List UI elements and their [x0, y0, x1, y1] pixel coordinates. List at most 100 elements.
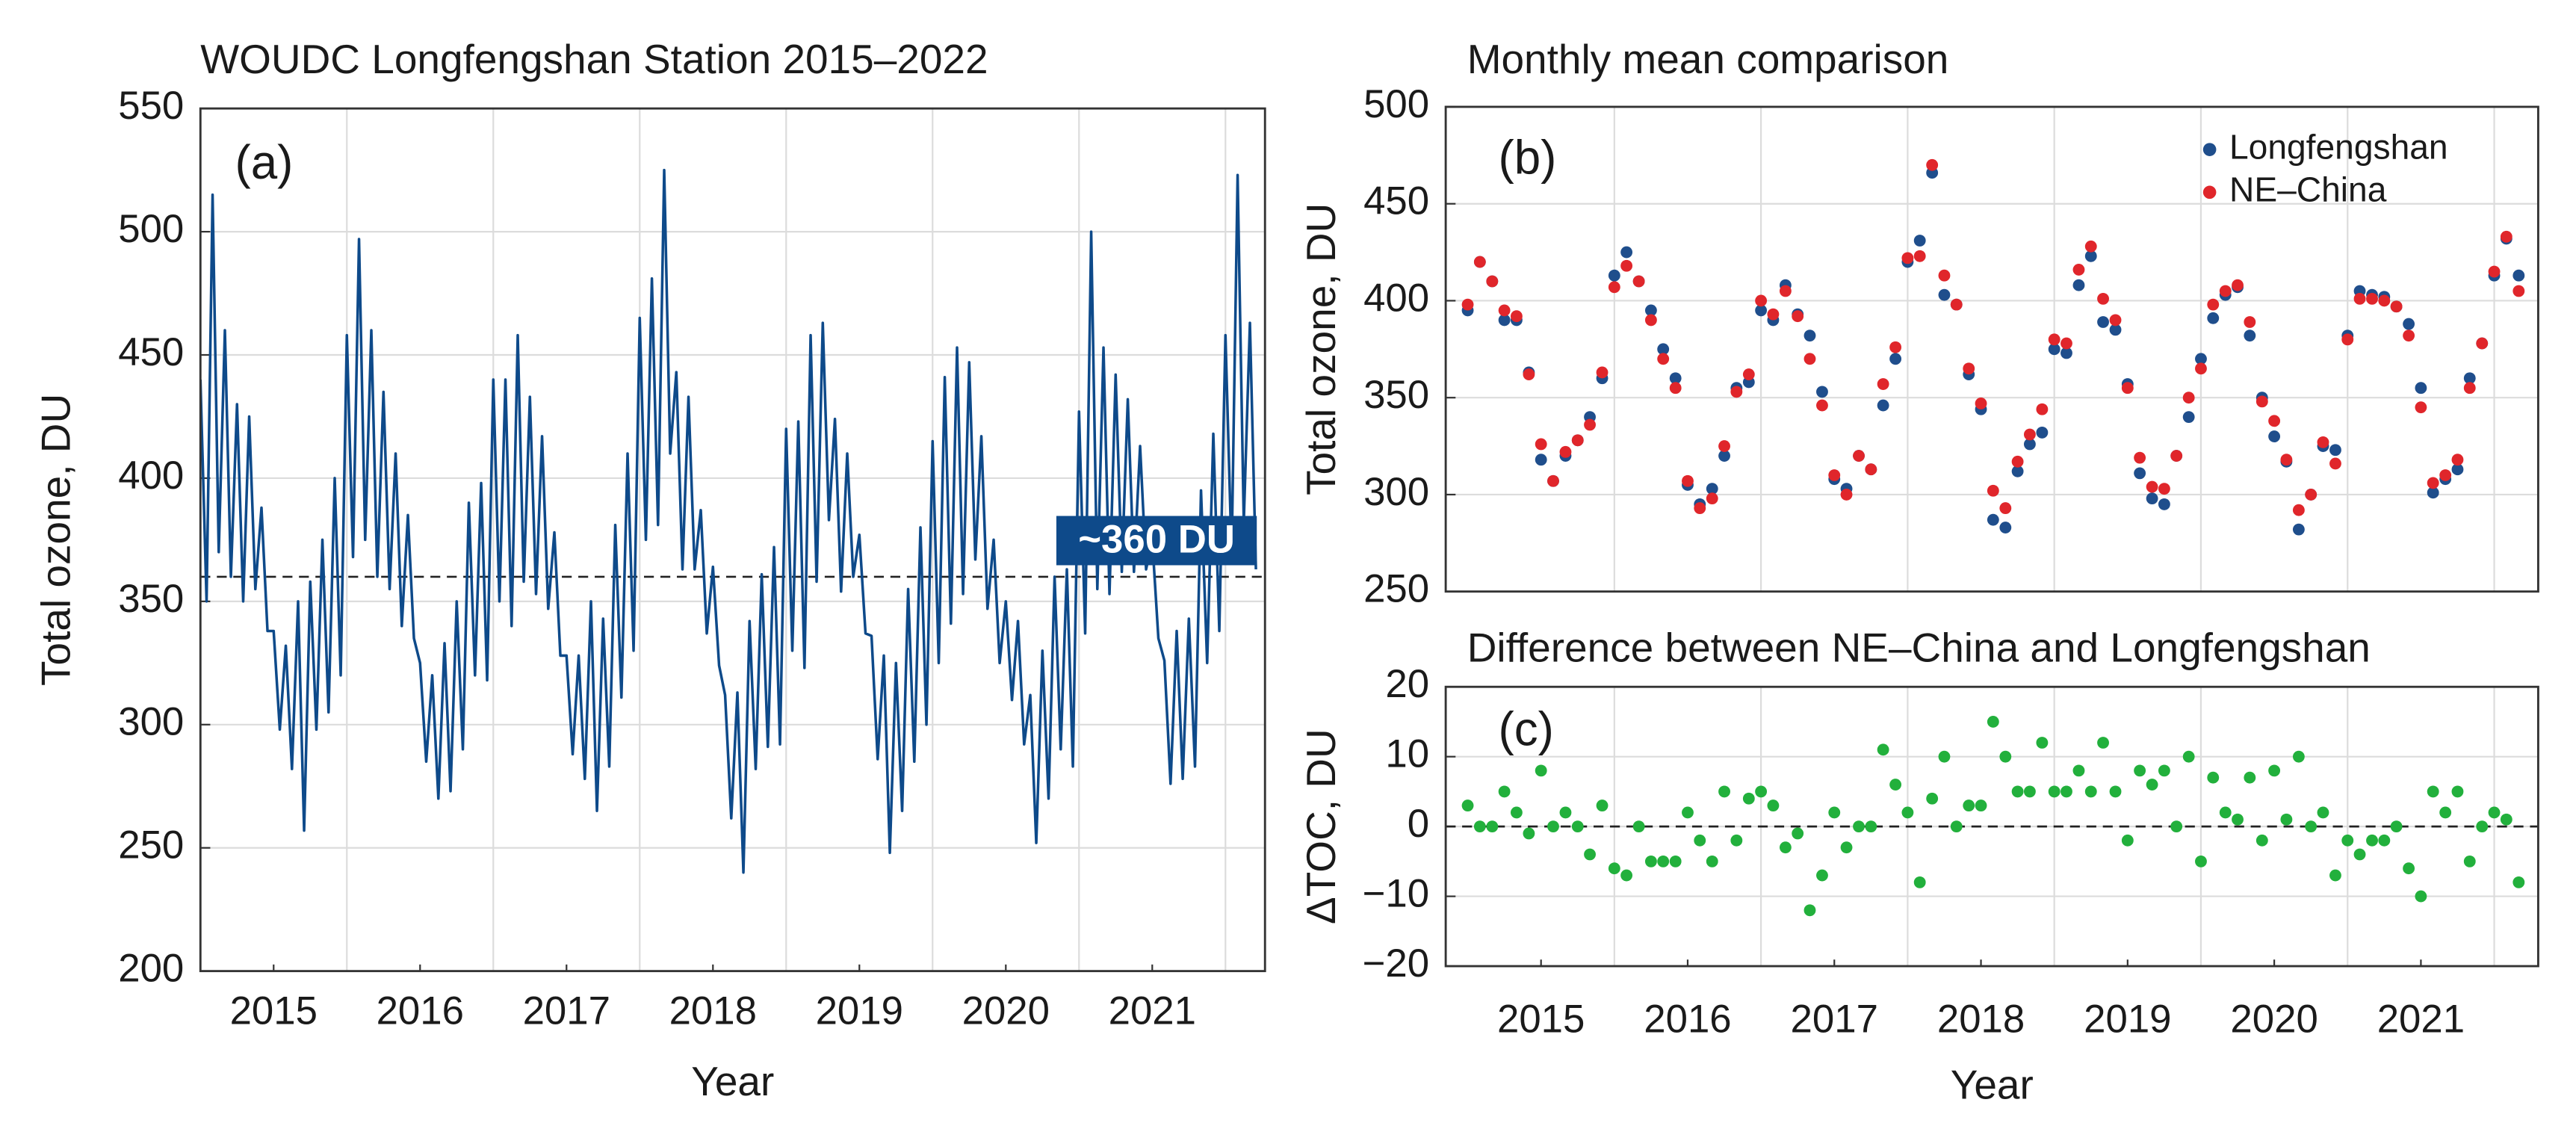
data-point: [1767, 308, 1780, 321]
y-tick-label: 400: [1363, 276, 1429, 320]
data-point: [2317, 806, 2329, 819]
data-point: [1461, 799, 1474, 812]
data-point: [1755, 304, 1768, 317]
data-point: [1840, 489, 1853, 501]
data-point: [1840, 841, 1853, 854]
data-point: [1620, 246, 1633, 259]
data-point: [1987, 513, 1999, 526]
data-point: [1938, 269, 1951, 282]
data-point: [1571, 820, 1584, 833]
data-point: [1547, 820, 1559, 833]
data-point: [2463, 855, 2476, 867]
data-point: [2207, 312, 2220, 324]
y-tick-label: 350: [118, 577, 184, 621]
data-point: [1706, 855, 1718, 867]
data-point: [1803, 353, 1816, 365]
data-point: [2329, 869, 2341, 882]
y-tick-label: 250: [118, 823, 184, 867]
data-point: [2023, 438, 2036, 451]
data-point: [2403, 862, 2415, 875]
data-point: [2061, 785, 2072, 798]
data-point: [1584, 848, 1596, 861]
annotation-box: [1056, 516, 1257, 566]
data-point: [1584, 418, 1596, 431]
data-point: [1816, 399, 1828, 412]
x-tick-label: 2021: [1109, 989, 1196, 1033]
y-axis-title: Total ozone, DU: [1298, 203, 1344, 495]
x-tick-label: 2015: [1497, 997, 1585, 1042]
panel: 200 250 300 350 400 450 500 550 2015 2016 2017 2018…: [33, 36, 1266, 1104]
data-point: [1473, 820, 1486, 833]
data-point: [2451, 454, 2464, 466]
data-point: [2109, 314, 2122, 327]
data-point: [2072, 764, 2085, 777]
data-point: [1950, 298, 1963, 311]
data-point: [2451, 463, 2464, 476]
data-point: [1913, 235, 1926, 247]
data-point: [1755, 785, 1768, 798]
plot-area: [1446, 106, 2539, 592]
data-point: [1510, 806, 1523, 819]
data-point: [2134, 764, 2146, 777]
data-point: [2072, 279, 2085, 291]
data-point: [1559, 806, 1572, 819]
data-point: [2427, 785, 2439, 798]
data-layer: [1461, 158, 2525, 536]
data-point: [1828, 469, 1841, 481]
legend-label: Longfengshan: [2229, 127, 2448, 166]
data-point: [2023, 785, 2036, 798]
data-point: [1706, 492, 1718, 505]
data-point: [1963, 799, 1975, 812]
x-tick-label: 2015: [230, 989, 318, 1033]
data-point: [2305, 489, 2318, 501]
data-point: [2158, 498, 2170, 510]
data-layer: [1461, 716, 2525, 917]
data-point: [1938, 288, 1951, 301]
data-point: [2353, 848, 2366, 861]
data-point: [2292, 523, 2305, 536]
data-point: [2439, 469, 2452, 481]
data-point: [1498, 314, 1511, 327]
data-point: [2403, 318, 2415, 330]
x-tick-label: 2019: [2084, 997, 2171, 1042]
data-point: [1975, 398, 1987, 409]
data-point: [1767, 799, 1780, 812]
data-point: [1657, 353, 1670, 365]
data-point: [2268, 430, 2281, 443]
y-tick-label: 20: [1385, 662, 1429, 706]
data-point: [1486, 275, 1499, 288]
data-point: [1730, 386, 1743, 398]
y-tick-label: 10: [1385, 732, 1429, 776]
data-point: [2097, 737, 2109, 749]
data-point: [2329, 444, 2341, 457]
legend-label: NE–China: [2229, 170, 2387, 209]
data-point: [2182, 392, 2195, 404]
data-point: [2439, 806, 2452, 819]
data-point: [1461, 298, 1474, 311]
data-point: [2134, 467, 2146, 480]
data-point: [1853, 820, 1865, 833]
panel-label: (a): [235, 135, 293, 189]
data-point: [2170, 450, 2183, 462]
data-point: [2048, 343, 2061, 356]
data-point: [2341, 333, 2354, 346]
y-tick-label: 250: [1363, 567, 1429, 611]
data-point: [2182, 411, 2195, 424]
data-point: [2219, 806, 2232, 819]
data-point: [2463, 382, 2476, 395]
data-point: [1547, 474, 1559, 487]
data-point: [2061, 347, 2072, 359]
data-point: [1987, 716, 1999, 728]
data-point: [1571, 434, 1584, 447]
y-tick-label: −10: [1363, 872, 1430, 916]
data-point: [1963, 362, 1975, 375]
data-point: [2378, 294, 2391, 307]
data-point: [2244, 771, 2256, 784]
data-point: [1694, 834, 1706, 847]
plot-frame: [199, 107, 1266, 973]
data-point: [1620, 259, 1633, 272]
data-point: [1632, 820, 1645, 833]
data-point: [1682, 806, 1694, 819]
y-tick-label: 350: [1363, 373, 1429, 417]
